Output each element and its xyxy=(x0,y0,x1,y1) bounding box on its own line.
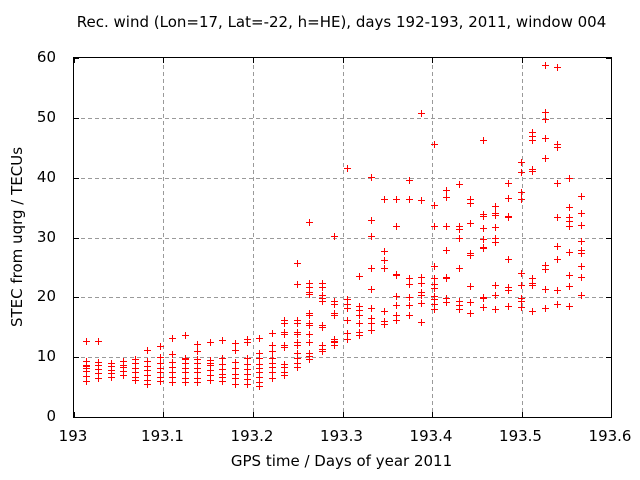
y-axis-mirror-tick xyxy=(606,357,611,358)
plot-area xyxy=(73,57,612,418)
x-axis-tick xyxy=(163,412,164,417)
y-axis-mirror-tick xyxy=(606,297,611,298)
x-axis-tick xyxy=(611,412,612,417)
y-axis-tick xyxy=(74,357,79,358)
x-tick-label: 193 xyxy=(58,427,88,445)
y-axis-tick xyxy=(74,417,79,418)
y-tick-label: 10 xyxy=(36,347,56,365)
y-tick-label: 0 xyxy=(46,407,56,425)
x-tick-label: 193.4 xyxy=(409,427,453,445)
x-tick-label: 193.2 xyxy=(230,427,274,445)
grid-line-horizontal xyxy=(74,297,611,298)
grid-line-vertical xyxy=(343,58,344,417)
x-tick-label: 193.5 xyxy=(499,427,542,445)
chart-title: Rec. wind (Lon=17, Lat=-22, h=HE), days … xyxy=(76,13,607,31)
y-tick-label: 60 xyxy=(36,48,56,66)
x-axis-mirror-tick xyxy=(432,58,433,63)
x-axis-tick xyxy=(74,412,75,417)
y-tick-label: 40 xyxy=(36,168,56,186)
x-tick-label: 193.1 xyxy=(141,427,184,445)
grid-line-vertical xyxy=(432,58,433,417)
grid-line-vertical xyxy=(522,58,523,417)
x-tick-label: 193.6 xyxy=(588,427,632,445)
y-axis-tick xyxy=(74,178,79,179)
x-axis-mirror-tick xyxy=(163,58,164,63)
x-axis-tick xyxy=(343,412,344,417)
x-axis-tick xyxy=(253,412,254,417)
y-axis-tick xyxy=(74,238,79,239)
y-axis-mirror-tick xyxy=(606,417,611,418)
grid-line-vertical xyxy=(253,58,254,417)
x-axis-tick xyxy=(432,412,433,417)
grid-line-horizontal xyxy=(74,357,611,358)
x-axis-mirror-tick xyxy=(74,58,75,63)
y-tick-label: 30 xyxy=(36,228,56,246)
y-axis-tick xyxy=(74,58,79,59)
grid-line-horizontal xyxy=(74,238,611,239)
grid-line-horizontal xyxy=(74,118,611,119)
x-axis-mirror-tick xyxy=(611,58,612,63)
y-axis-mirror-tick xyxy=(606,238,611,239)
x-axis-mirror-tick xyxy=(343,58,344,63)
x-axis-mirror-tick xyxy=(522,58,523,63)
y-axis-mirror-tick xyxy=(606,58,611,59)
y-tick-label: 20 xyxy=(36,287,56,305)
grid-line-vertical xyxy=(163,58,164,417)
x-axis-title: GPS time / Days of year 2011 xyxy=(230,452,453,470)
y-axis-mirror-tick xyxy=(606,118,611,119)
x-tick-label: 193.3 xyxy=(320,427,363,445)
y-axis-tick xyxy=(74,297,79,298)
y-tick-label: 50 xyxy=(36,108,56,126)
y-axis-tick xyxy=(74,118,79,119)
grid-line-horizontal xyxy=(74,178,611,179)
x-axis-tick xyxy=(522,412,523,417)
x-axis-mirror-tick xyxy=(253,58,254,63)
y-axis-mirror-tick xyxy=(606,178,611,179)
